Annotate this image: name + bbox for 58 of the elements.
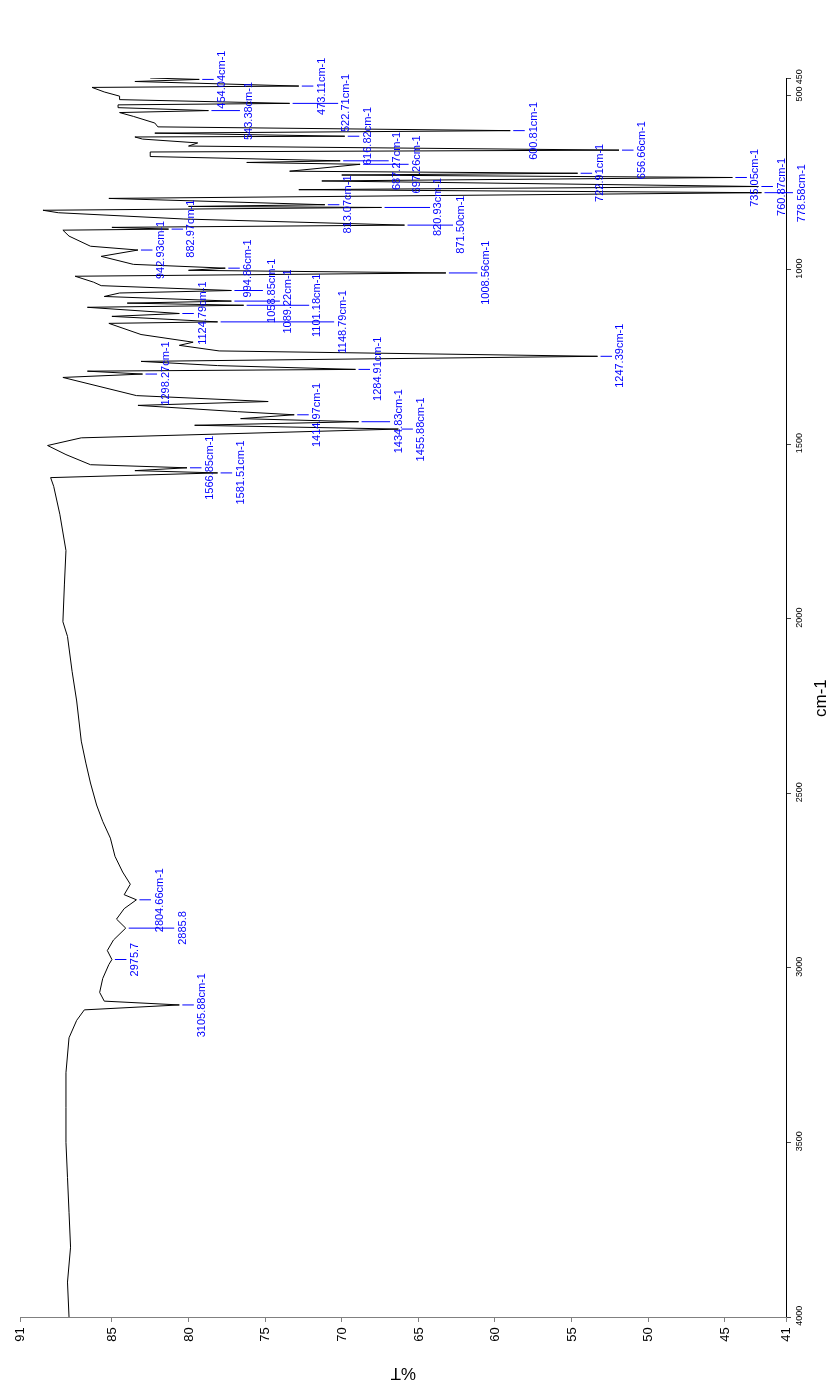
y-tick-label: 4000 xyxy=(793,1305,804,1326)
y-tick-label: 450 xyxy=(793,69,804,85)
annotation: 942.93cm-1 xyxy=(153,220,166,279)
x-tick-label: 65 xyxy=(410,1327,426,1342)
annotation: 994.86cm-1 xyxy=(241,239,254,298)
annotation: 600.81cm-1 xyxy=(526,101,539,160)
annotation: 2975.7 xyxy=(128,942,141,977)
x-tick-label: 91 xyxy=(12,1327,28,1342)
annotation: 1284.91cm-1 xyxy=(371,336,384,401)
y-tick-label: 2500 xyxy=(793,782,804,803)
annotation: 1148.79cm-1 xyxy=(335,290,348,354)
annotation: 820.93cm-1 xyxy=(431,177,444,237)
annotation: 1566.85cm-1 xyxy=(203,435,216,500)
annotation: 697.26cm-1 xyxy=(409,135,422,194)
y-tick-label: 1500 xyxy=(793,433,804,454)
annotation: 473.11cm-1 xyxy=(314,57,327,115)
annotation: 1008.56cm-1 xyxy=(478,240,491,305)
annotation: 1089.22cm-1 xyxy=(281,269,294,334)
x-tick-label: 45 xyxy=(716,1327,732,1342)
annotation: 778.58cm-1 xyxy=(794,164,807,223)
x-tick-label: 80 xyxy=(180,1327,196,1342)
annotation: 1455.88cm-1 xyxy=(414,397,427,462)
x-axis-title: %T xyxy=(390,1363,416,1383)
annotation: 454.04cm-1 xyxy=(214,50,227,109)
annotation: 1414.97cm-1 xyxy=(310,382,323,448)
annotation: 882.97cm-1 xyxy=(184,199,197,258)
annotation: 687.27cm-1 xyxy=(390,131,403,190)
y-axis-title: cm-1 xyxy=(810,679,830,717)
annotation: 813.07cm-1 xyxy=(341,175,354,234)
annotation: 735.05cm-1 xyxy=(747,148,760,207)
annotation: 2804.66cm-1 xyxy=(152,868,165,933)
x-tick-label: 41 xyxy=(778,1327,794,1342)
annotation: 1247.39cm-1 xyxy=(613,323,626,388)
annotation: 3105.88cm-1 xyxy=(195,973,208,1038)
y-tick-label: 3000 xyxy=(793,956,804,977)
annotation: 522.71cm-1 xyxy=(339,73,352,133)
annotation: 1434.83cm-1 xyxy=(391,389,404,454)
annotation: 1581.51cm-1 xyxy=(233,440,246,505)
annotation: 656.66cm-1 xyxy=(634,121,647,180)
annotation: 1124.79cm-1 xyxy=(195,281,208,345)
annotation: 871.50cm-1 xyxy=(454,195,467,254)
x-tick-label: 85 xyxy=(104,1327,120,1342)
x-tick-label: 60 xyxy=(487,1327,503,1342)
y-tick-label: 2000 xyxy=(793,607,804,628)
y-tick-label: 1000 xyxy=(793,258,804,279)
x-tick-label: 55 xyxy=(563,1327,579,1342)
annotation: 2885.8 xyxy=(175,911,188,945)
y-tick-label: 3500 xyxy=(793,1131,804,1152)
annotation: 1298.27cm-1 xyxy=(158,341,171,406)
annotation: 543.38cm-1 xyxy=(241,81,254,141)
annotation: 1101.18cm-1 xyxy=(310,273,323,337)
x-tick-label: 50 xyxy=(640,1327,656,1342)
annotation: 1058.85cm-1 xyxy=(264,258,277,323)
x-tick-label: 75 xyxy=(257,1327,273,1342)
annotation: 722.91cm-1 xyxy=(593,143,606,202)
y-tick-label: 500 xyxy=(793,86,804,102)
annotation: 760.87cm-1 xyxy=(774,157,787,216)
x-tick-label: 70 xyxy=(333,1327,349,1342)
